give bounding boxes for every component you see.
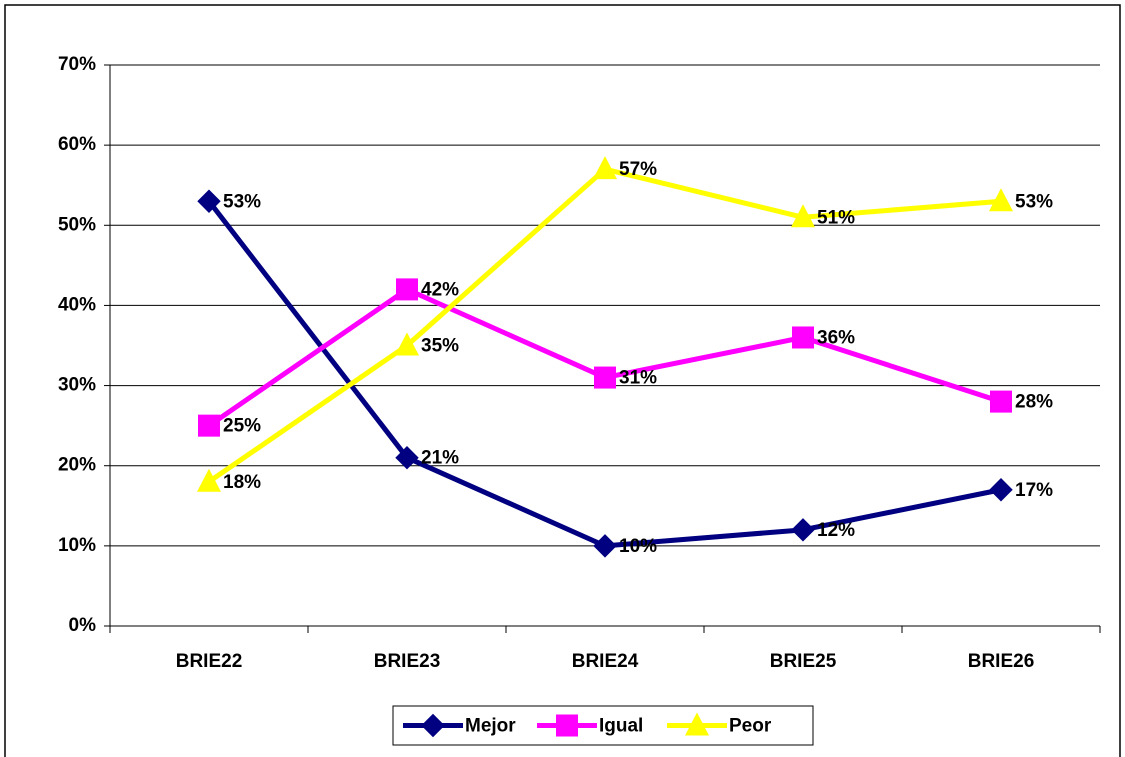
marker xyxy=(395,332,419,356)
marker xyxy=(594,366,616,389)
x-tick-label: BRIE25 xyxy=(770,651,837,672)
legend-marker xyxy=(421,713,445,738)
y-tick-label: 20% xyxy=(58,455,96,476)
data-label: 18% xyxy=(223,472,261,493)
data-label: 12% xyxy=(817,520,855,541)
y-tick-label: 50% xyxy=(58,214,96,235)
marker xyxy=(197,468,221,492)
data-label: 28% xyxy=(1015,392,1053,413)
data-label: 21% xyxy=(421,448,459,469)
data-label: 25% xyxy=(223,416,261,437)
data-label: 53% xyxy=(223,191,261,212)
data-label: 36% xyxy=(817,328,855,349)
data-label: 31% xyxy=(619,368,657,389)
y-tick-label: 30% xyxy=(58,375,96,396)
y-tick-label: 60% xyxy=(58,134,96,155)
marker xyxy=(791,518,815,542)
x-tick-label: BRIE24 xyxy=(572,651,639,672)
y-tick-label: 0% xyxy=(69,615,97,636)
marker xyxy=(989,188,1013,212)
marker xyxy=(395,445,419,470)
y-tick-label: 10% xyxy=(58,535,96,556)
legend-label: Mejor xyxy=(465,716,516,737)
marker xyxy=(990,390,1012,413)
y-tick-label: 70% xyxy=(58,54,96,75)
marker xyxy=(593,156,617,180)
chart-border xyxy=(4,4,1121,757)
legend-label: Igual xyxy=(599,716,643,737)
legend-marker xyxy=(556,714,578,737)
y-tick-label: 40% xyxy=(58,294,96,315)
x-tick-label: BRIE23 xyxy=(374,651,441,672)
x-tick-label: BRIE26 xyxy=(968,651,1035,672)
data-label: 53% xyxy=(1015,191,1053,212)
marker xyxy=(989,478,1013,502)
marker xyxy=(396,278,418,301)
marker xyxy=(198,414,220,437)
data-label: 42% xyxy=(421,279,459,300)
marker xyxy=(791,204,815,228)
data-label: 35% xyxy=(421,336,459,357)
data-label: 17% xyxy=(1015,480,1053,501)
marker xyxy=(792,326,814,349)
x-tick-label: BRIE22 xyxy=(176,651,243,672)
marker xyxy=(197,189,221,213)
data-label: 10% xyxy=(619,536,657,557)
legend-marker xyxy=(685,712,709,736)
data-label: 57% xyxy=(619,159,657,180)
data-label: 51% xyxy=(817,207,855,228)
marker xyxy=(593,534,617,558)
legend-label: Peor xyxy=(729,716,772,737)
series-line xyxy=(207,166,1002,484)
